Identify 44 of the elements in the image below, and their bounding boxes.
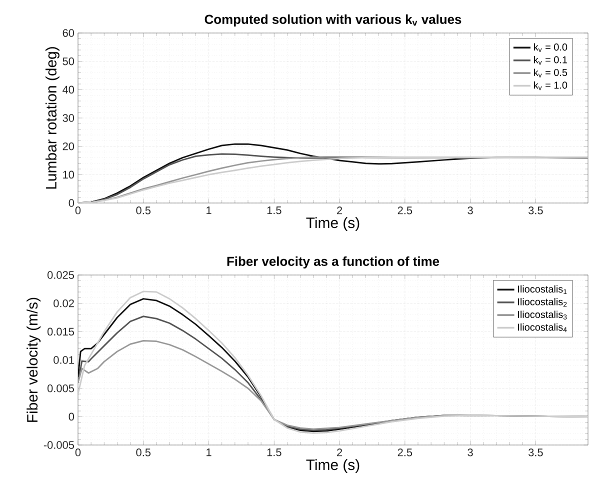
y-tick-label: 50	[62, 57, 74, 66]
y-tick-label: 40	[62, 86, 74, 94]
x-tick-label: 1.5	[267, 206, 282, 214]
x-tick-label: 0	[75, 448, 81, 456]
y-tick-label: 0.01	[54, 356, 74, 364]
x-tick-label: 0.5	[136, 206, 151, 214]
y-axis-title: Fiber velocity (m/s)	[26, 298, 41, 422]
y-tick-label: 0	[68, 199, 74, 207]
legend-label: k$_{v}$ = 1.0	[534, 81, 568, 90]
y-tick-label: 10	[63, 170, 74, 179]
y-axis-title: Lumbar rotation (deg)	[46, 47, 60, 189]
y-tick-label: 20	[62, 142, 74, 150]
x-tick-label: 2.5	[398, 448, 412, 456]
chart-title: Computed solution with various k$_{v}$ values	[204, 14, 462, 27]
legend-label: Iliocostalis$_{4}$	[518, 323, 567, 332]
legend-label: k$_{v}$ = 0.1	[534, 56, 568, 65]
legend-label: k$_{v}$ = 0.5	[534, 68, 568, 78]
chart-title: Fiber velocity as a function of time	[227, 256, 440, 269]
x-tick-label: 2	[337, 448, 342, 456]
legend-label: Iliocostalis$_{2}$	[518, 298, 567, 307]
x-tick-label: 3.5	[528, 448, 543, 456]
x-tick-label: 1.5	[267, 448, 282, 456]
x-axis-title: Time (s)	[306, 217, 360, 232]
y-tick-label: 60	[62, 29, 74, 37]
y-tick-label: 0.025	[47, 271, 74, 279]
x-tick-label: 1	[206, 448, 212, 456]
legend-label: Iliocostalis$_{3}$	[518, 310, 567, 320]
x-tick-label: 3	[468, 206, 473, 214]
x-tick-label: 1	[206, 206, 212, 214]
y-tick-label: 0.015	[47, 328, 74, 336]
x-tick-label: 2.5	[398, 206, 412, 214]
x-axis-title: Time (s)	[306, 459, 360, 474]
y-tick-label: 0.02	[54, 299, 74, 308]
legend-label: k$_{v}$ = 0.0	[534, 43, 568, 52]
x-tick-label: 3	[468, 448, 473, 456]
y-tick-label: 0	[68, 412, 74, 421]
y-tick-label: -0.005	[44, 441, 74, 449]
legend-label: Iliocostalis$_{1}$	[518, 285, 567, 294]
x-tick-label: 0.5	[136, 448, 151, 456]
y-tick-label: 30	[62, 114, 74, 122]
x-tick-label: 2	[337, 206, 342, 214]
x-tick-label: 0	[75, 206, 81, 214]
y-tick-label: 0.005	[47, 384, 74, 392]
x-tick-label: 3.5	[528, 206, 543, 214]
